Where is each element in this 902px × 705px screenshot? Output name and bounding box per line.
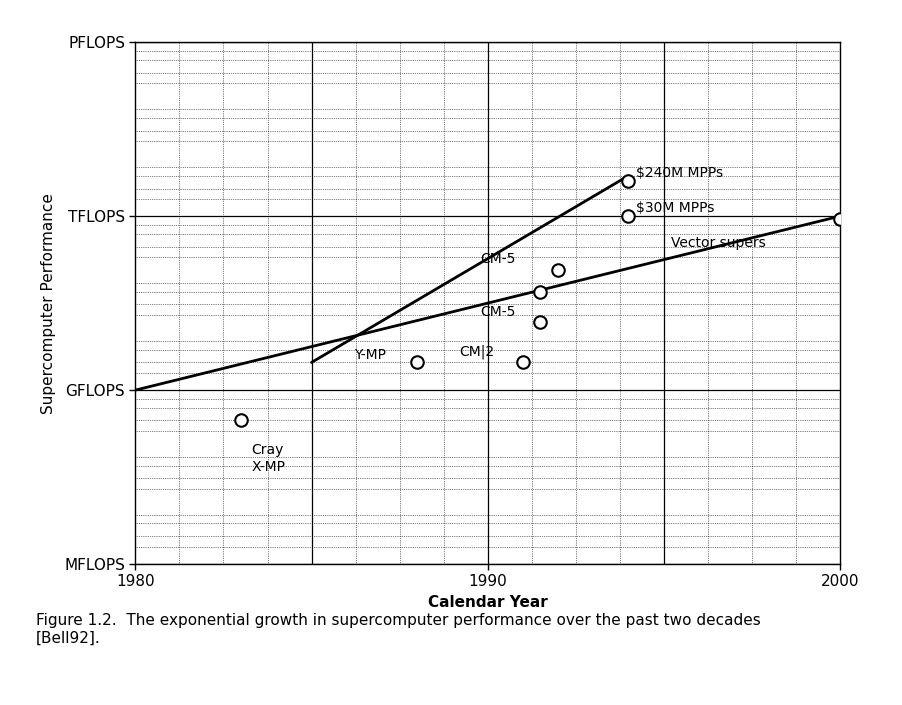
Text: $240M MPPs: $240M MPPs [635,166,722,180]
Text: Y-MP: Y-MP [354,348,385,362]
Text: Cray
X-MP: Cray X-MP [252,443,285,474]
Text: Figure 1.2.  The exponential growth in supercomputer performance over the past t: Figure 1.2. The exponential growth in su… [36,613,760,646]
Text: Vector supers: Vector supers [670,235,765,250]
Text: $30M MPPs: $30M MPPs [635,201,713,215]
X-axis label: Calendar Year: Calendar Year [428,595,547,610]
Text: CM-5: CM-5 [480,305,515,319]
Text: CM|2: CM|2 [459,345,494,360]
Y-axis label: Supercomputer Performance: Supercomputer Performance [41,192,56,414]
Text: CM-5: CM-5 [480,252,515,266]
